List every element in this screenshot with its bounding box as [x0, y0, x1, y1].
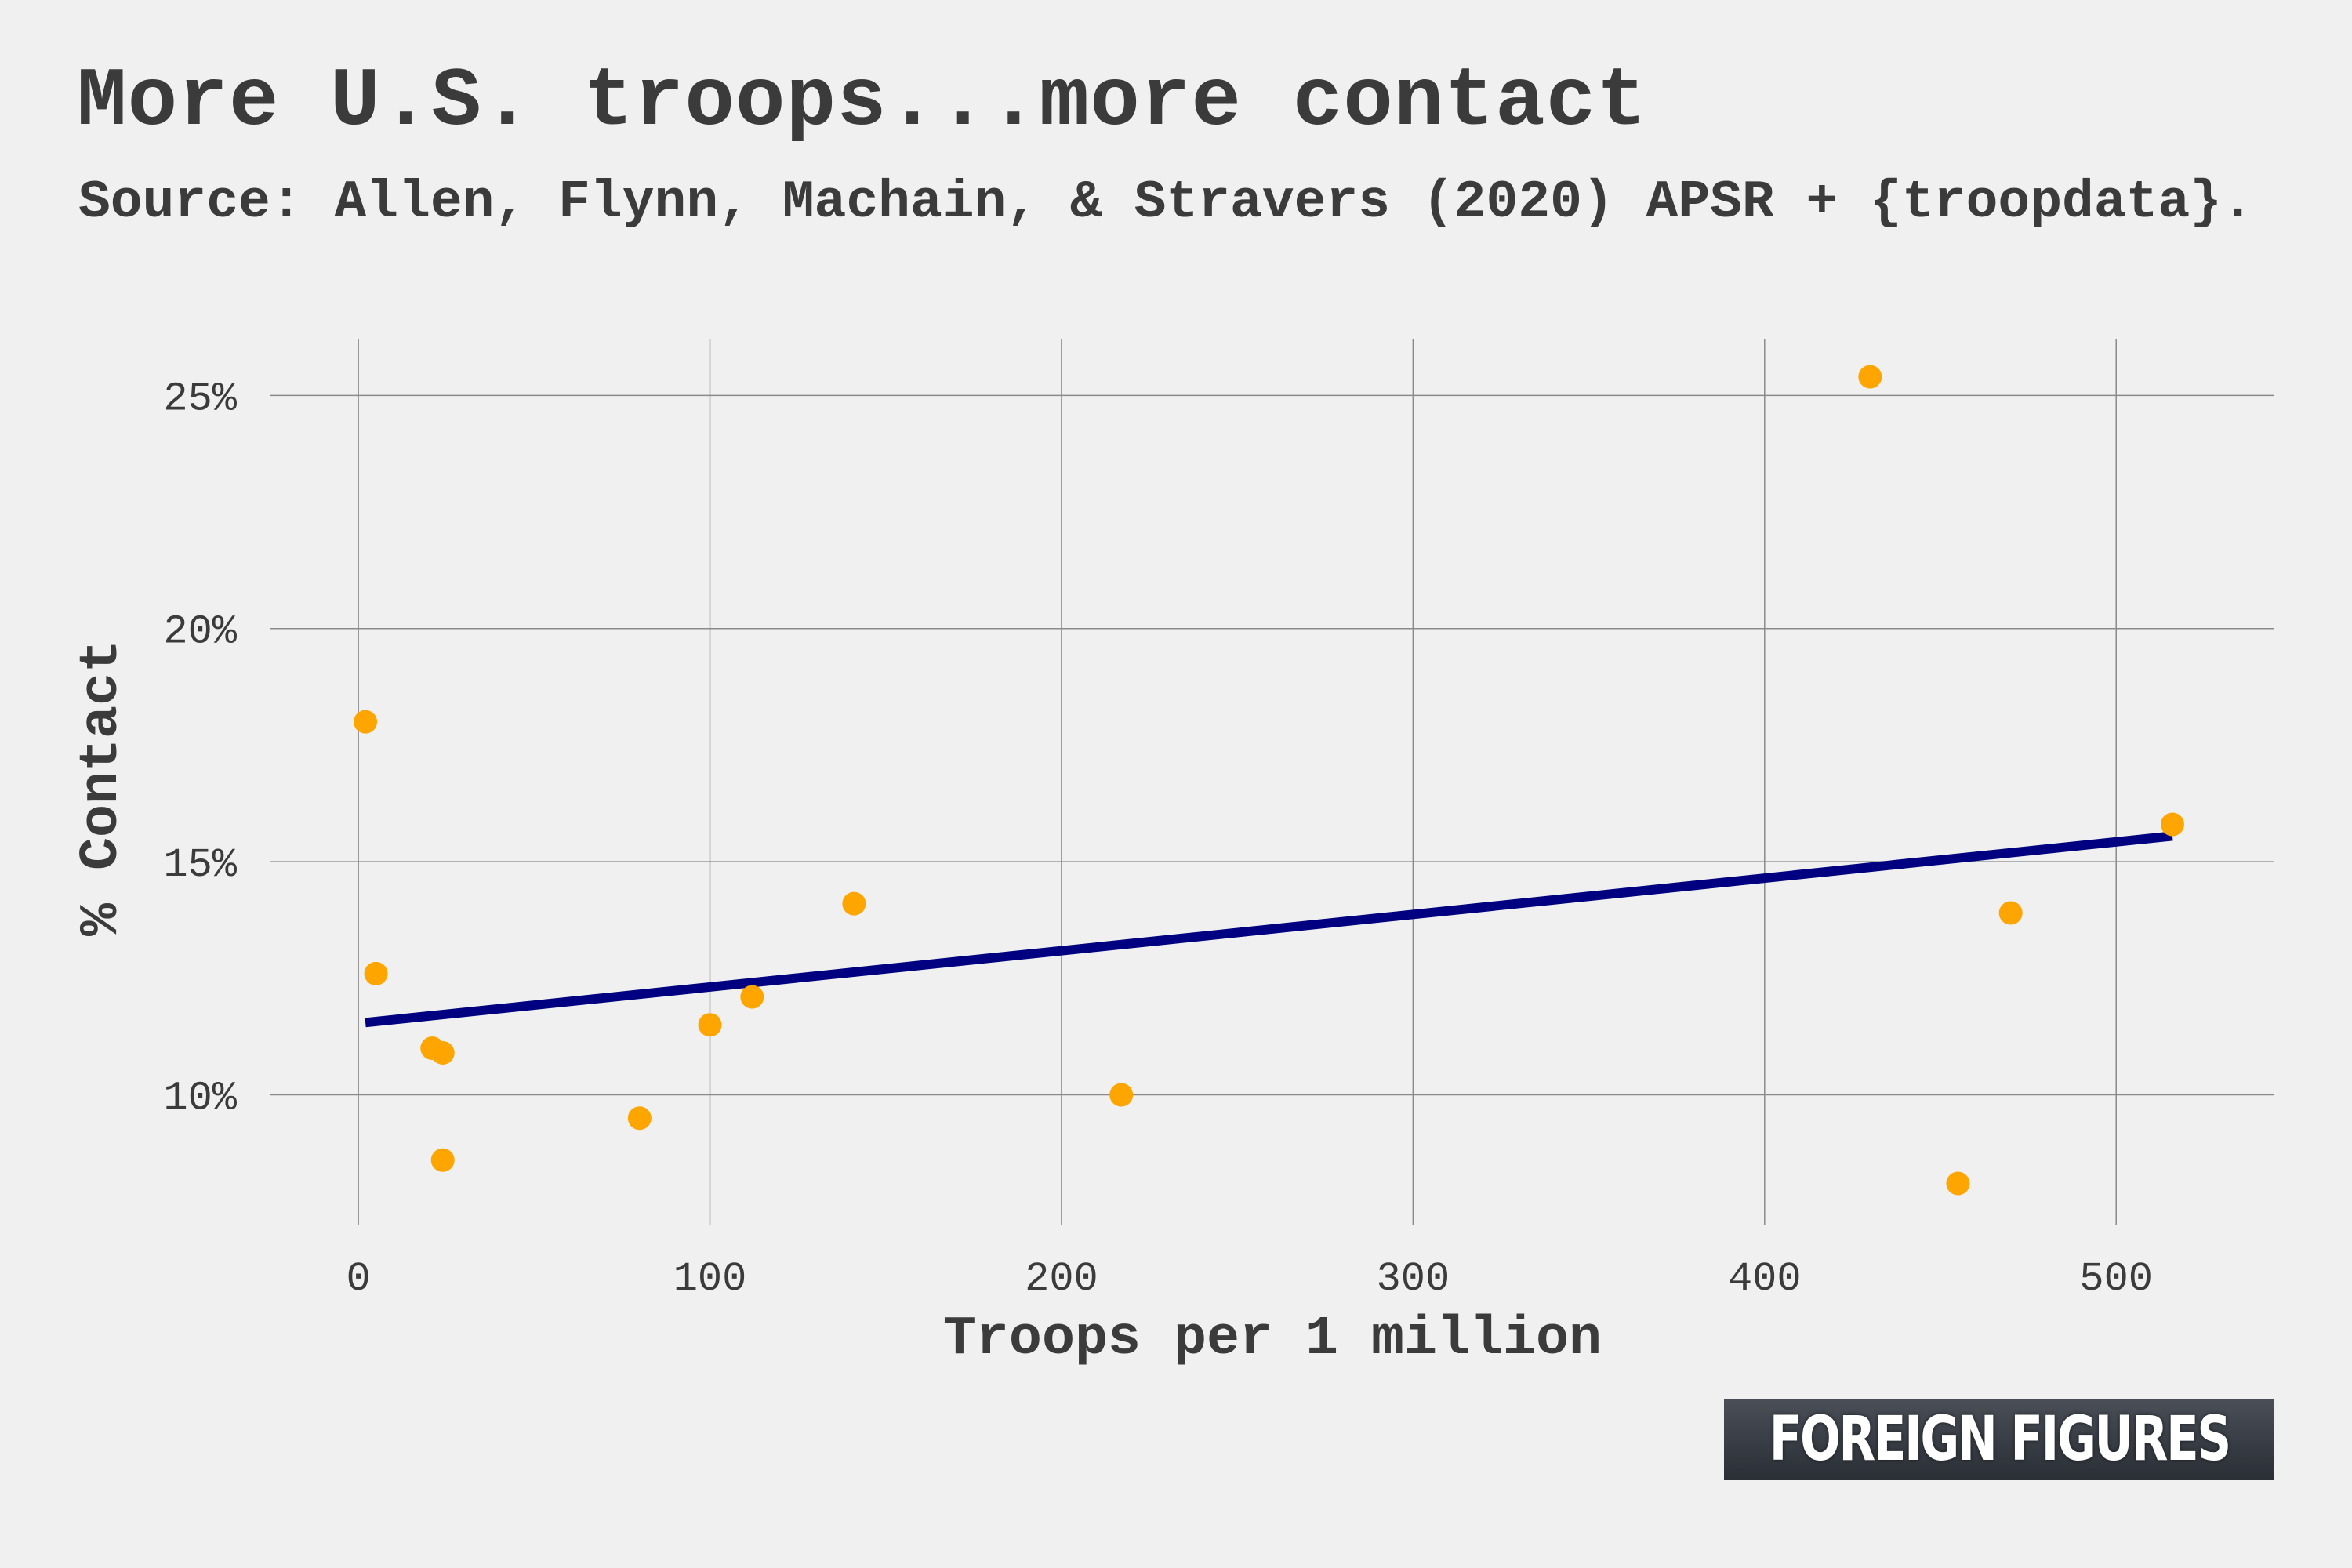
y-axis-label: % Contact: [71, 640, 133, 936]
ticks-layer: 0 100 200 300 400 500 10% 15% 20% 25%: [163, 376, 2153, 1302]
x-tick-label: 200: [1025, 1256, 1098, 1302]
data-point: [364, 961, 388, 985]
data-point: [354, 710, 378, 734]
x-tick-label: 0: [346, 1256, 370, 1302]
data-point: [1109, 1083, 1134, 1107]
trend-layer: [365, 831, 2173, 1028]
chart-title: More U.S. troops...more contact: [77, 55, 1647, 149]
data-point: [430, 1040, 455, 1065]
foreign-figures-logo: FOREIGN FIGURES: [1724, 1399, 2274, 1480]
data-point: [1946, 1171, 1970, 1196]
y-tick-label: 20%: [163, 609, 237, 655]
data-point: [2160, 812, 2184, 837]
data-point: [627, 1106, 652, 1131]
data-point: [430, 1148, 455, 1172]
y-tick-label: 15%: [163, 842, 237, 888]
points-layer: [354, 365, 2184, 1196]
data-point: [740, 985, 764, 1009]
x-tick-label: 300: [1377, 1256, 1450, 1302]
y-tick-label: 10%: [163, 1075, 237, 1121]
trend-line: [365, 831, 2173, 1028]
chart-subtitle: Source: Allen, Flynn, Machain, & Straver…: [78, 172, 2254, 233]
x-tick-label: 100: [673, 1256, 747, 1302]
x-axis-label: Troops per 1 million: [943, 1308, 1602, 1370]
logo-text: FOREIGN FIGURES: [1769, 1404, 2230, 1475]
data-point: [1858, 365, 1882, 389]
grid-layer: [270, 339, 2274, 1225]
data-point: [698, 1013, 722, 1037]
x-tick-label: 400: [1728, 1256, 1802, 1302]
data-point: [1998, 901, 2023, 925]
data-point: [842, 891, 866, 916]
x-tick-label: 500: [2079, 1256, 2153, 1302]
y-tick-label: 25%: [163, 376, 237, 422]
